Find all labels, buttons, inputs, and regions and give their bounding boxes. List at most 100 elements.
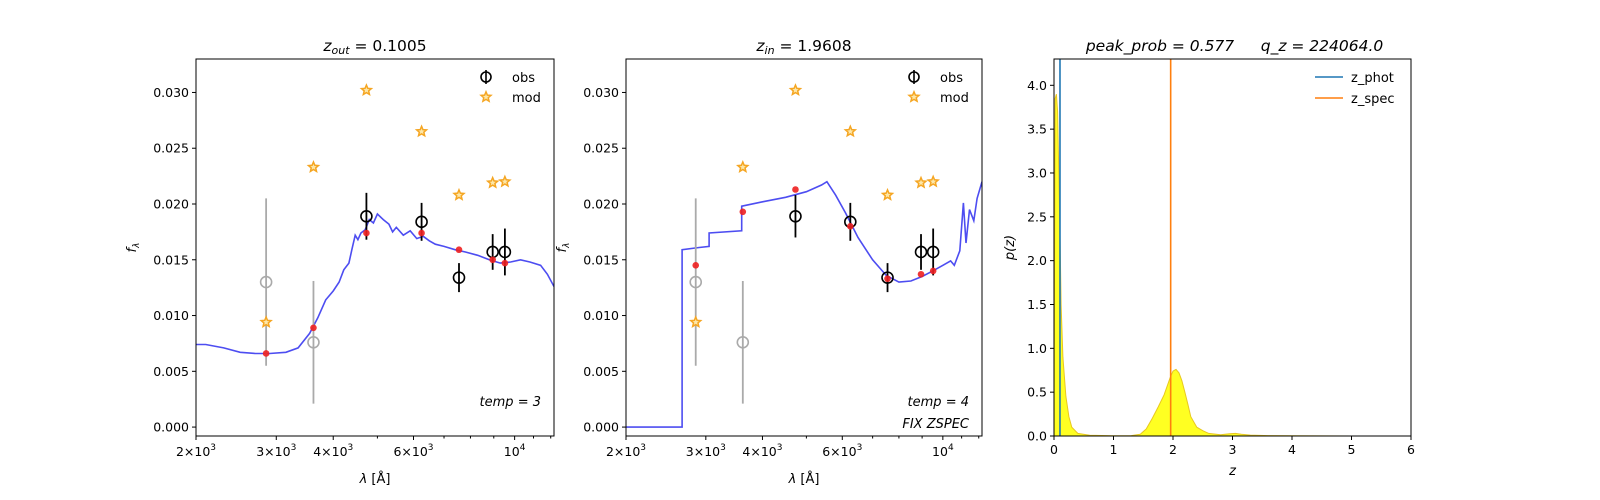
x-tick-label: 3×103	[686, 443, 726, 459]
model-star	[306, 160, 321, 173]
x-tick-label: 4×103	[742, 443, 782, 459]
plot-area	[1054, 59, 1352, 436]
y-tick-label: 1.0	[1027, 341, 1047, 356]
y-tick-label: 0.000	[583, 420, 619, 435]
template-spectrum-line	[626, 180, 982, 428]
axes-frame	[195, 58, 555, 437]
y-tick-label: 0.020	[153, 197, 189, 212]
legend-z_phot-label: z_phot	[1351, 71, 1394, 86]
y-tick-label: 0.005	[153, 364, 189, 379]
x-tick-label: 3×103	[256, 443, 296, 459]
obs-point	[360, 209, 373, 223]
panel-title: zout = 0.1005	[322, 37, 426, 57]
template-flux-point	[792, 186, 799, 193]
x-tick-label: 5	[1348, 442, 1356, 457]
low-snr-point	[259, 275, 273, 289]
model-star	[880, 187, 895, 201]
pz-title-peak-prob: peak_prob = 0.577	[1085, 37, 1234, 56]
x-tick-label: 4	[1288, 442, 1296, 457]
model-star	[452, 187, 466, 201]
y-tick-label: 0.025	[583, 141, 619, 156]
panel-title: zin = 1.9608	[755, 37, 851, 57]
template-flux-point	[739, 208, 747, 216]
plot-area	[196, 83, 554, 404]
y-tick-label: 0.010	[153, 308, 189, 323]
template-flux-point	[262, 350, 270, 357]
template-flux-point	[455, 246, 463, 254]
template-flux-point	[847, 223, 854, 230]
y-tick-label: 0.010	[583, 308, 619, 323]
plot-area	[626, 83, 982, 428]
template-flux-point	[917, 270, 925, 278]
legend-label-obs: obs	[940, 71, 963, 86]
model-star	[926, 174, 940, 188]
legend-label-mod: mod	[512, 91, 541, 106]
obs-point	[452, 271, 466, 284]
y-tick-label: 2.0	[1027, 253, 1047, 268]
template-flux-point	[363, 229, 370, 237]
model-star	[736, 160, 750, 173]
x-tick-label: 1	[1110, 442, 1118, 457]
legend-z_spec-label: z_spec	[1351, 92, 1395, 107]
y-axis-label: fλ	[125, 243, 142, 253]
pz-panel: 0.0 0.5 1.0 1.5 2.0 2.5 3.0 3.5 4.0 0 1 2 3 4 5 6 peak_p…	[1003, 37, 1415, 479]
template-flux-point	[489, 256, 496, 264]
y-tick-label: 3.5	[1027, 122, 1047, 137]
template-flux-point	[929, 267, 937, 275]
model-star	[914, 175, 928, 189]
x-axis-label: λ [Å]	[359, 471, 391, 487]
y-tick-label: 3.0	[1027, 165, 1047, 180]
legend-mod-marker	[479, 89, 493, 103]
low-snr-point	[689, 275, 703, 289]
y-tick-label: 2.5	[1027, 209, 1047, 224]
y-tick-label: 0.030	[583, 85, 619, 100]
pz-fill	[1054, 94, 1352, 436]
x-tick-label: 6×103	[393, 443, 433, 459]
y-tick-label: 0.5	[1027, 385, 1047, 400]
model-star	[414, 124, 429, 138]
model-star	[498, 174, 512, 188]
obs-point	[789, 209, 802, 223]
x-axis-label: λ [Å]	[788, 471, 820, 487]
x-axis-label: z	[1228, 464, 1237, 479]
sed-panel-1: 0.000 0.005 0.010 0.015 0.020 0.025 0.030 2×103…	[125, 37, 555, 487]
sed-panel-2: 0.000 0.005 0.010 0.015 0.020 0.025 0.030 2×103…	[555, 37, 983, 487]
obs-point	[881, 271, 894, 284]
axes-frame	[625, 58, 983, 437]
y-tick-label: 0.005	[583, 364, 619, 379]
x-tick-label: 0	[1050, 442, 1058, 457]
obs-point	[415, 215, 428, 229]
x-tick-label: 2	[1169, 442, 1177, 457]
legend-mod-marker	[907, 89, 921, 103]
template-flux-point	[310, 324, 317, 332]
model-star	[485, 175, 500, 189]
y-axis-label: fλ	[555, 243, 572, 253]
y-tick-label: 0.0	[1027, 429, 1047, 444]
template-flux-point	[884, 275, 891, 283]
template-spectrum-line	[196, 212, 554, 355]
y-tick-label: 0.000	[153, 420, 189, 435]
panel-annotation: temp = 3	[480, 395, 541, 410]
pz-curve	[1054, 93, 1352, 436]
model-star	[843, 124, 858, 138]
x-tick-label: 2×103	[606, 443, 646, 459]
y-tick-label: 4.0	[1027, 78, 1047, 93]
model-star	[688, 315, 703, 329]
obs-point	[914, 245, 928, 259]
template-flux-point	[418, 229, 425, 237]
obs-point	[926, 245, 940, 259]
panel-annotation: FIX ZSPEC	[902, 417, 970, 432]
y-tick-label: 0.030	[153, 85, 189, 100]
model-star	[359, 83, 374, 97]
x-tick-label: 4×103	[313, 443, 353, 459]
x-tick-label: 3	[1229, 442, 1237, 457]
y-axis-label: p(z)	[1003, 235, 1018, 261]
y-tick-label: 0.025	[153, 141, 189, 156]
template-flux-point	[501, 259, 509, 267]
x-tick-label: 6	[1407, 442, 1415, 457]
x-tick-label: 104	[504, 443, 526, 459]
y-tick-label: 0.020	[583, 197, 619, 212]
x-tick-label: 6×103	[822, 443, 862, 459]
panel-annotation: temp = 4	[908, 395, 969, 410]
